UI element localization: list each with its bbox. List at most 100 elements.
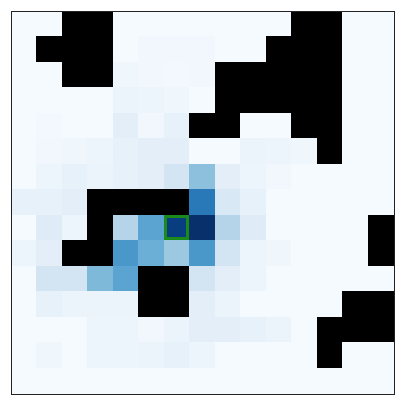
visited-cell [189,316,216,343]
visited-cell [112,342,139,369]
visited-cell [61,214,88,241]
grid-cell [342,189,369,216]
visited-cell [240,138,267,165]
visited-cell [112,214,139,241]
wall-cell [240,87,267,114]
wall-cell [291,11,318,38]
grid-cell [61,367,88,394]
wall-cell [291,87,318,114]
wall-cell [87,61,114,88]
visited-cell [36,163,63,190]
wall-cell [214,87,241,114]
grid-cell [342,112,369,139]
grid-cell [112,367,139,394]
grid-cell [291,342,318,369]
visited-cell [214,163,241,190]
visited-cell [138,112,165,139]
grid-board [11,11,395,395]
grid-cell [36,11,63,38]
visited-cell [240,240,267,267]
visited-cell [112,291,139,318]
grid-cell [265,11,292,38]
wall-cell [163,265,190,292]
grid-cell [36,61,63,88]
grid-cell [367,61,394,88]
grid-cell [342,87,369,114]
visited-cell [87,291,114,318]
wall-cell [189,112,216,139]
visited-cell [112,316,139,343]
grid-cell [189,87,216,114]
wall-cell [342,316,369,343]
grid-cell [11,138,38,165]
wall-cell [87,240,114,267]
grid-cell [11,112,38,139]
grid-cell [240,291,267,318]
visited-cell [163,112,190,139]
visited-cell [189,163,216,190]
grid-cell [189,367,216,394]
visited-cell [112,240,139,267]
visited-cell [138,214,165,241]
grid-cell [316,291,343,318]
grid-cell [189,11,216,38]
grid-cell [87,87,114,114]
wall-cell [265,36,292,63]
grid-cell [36,316,63,343]
grid-cell [342,11,369,38]
grid-cell [11,61,38,88]
grid-cell [316,367,343,394]
visited-cell [240,316,267,343]
visited-cell [189,291,216,318]
grid-cell [240,342,267,369]
visited-cell [189,214,216,241]
grid-cell [367,36,394,63]
wall-cell [87,11,114,38]
grid-cell [367,138,394,165]
visited-cell [138,342,165,369]
visited-cell [163,240,190,267]
wall-cell [61,36,88,63]
wall-cell [265,61,292,88]
grid-cell [138,11,165,38]
grid-cell [367,189,394,216]
grid-cell [265,342,292,369]
visited-cell [189,61,216,88]
grid-cell [240,112,267,139]
wall-cell [138,189,165,216]
grid-cell [367,342,394,369]
grid-cell [61,342,88,369]
wall-cell [367,214,394,241]
grid-cell [316,265,343,292]
wall-cell [61,240,88,267]
visited-cell [138,163,165,190]
visited-cell [214,291,241,318]
visited-cell [189,240,216,267]
grid-cell [342,36,369,63]
visited-cell [189,36,216,63]
visited-cell [240,214,267,241]
grid-cell [342,265,369,292]
wall-cell [240,61,267,88]
visited-cell [189,265,216,292]
visited-cell [214,189,241,216]
visited-cell [240,163,267,190]
visited-cell [87,316,114,343]
grid-cell [214,138,241,165]
wall-cell [316,61,343,88]
visited-cell [240,265,267,292]
visited-cell [214,316,241,343]
grid-cell [240,36,267,63]
wall-cell [163,291,190,318]
visited-cell [214,265,241,292]
visited-cell [11,240,38,267]
grid-cell [367,163,394,190]
grid-cell [189,138,216,165]
wall-cell [61,61,88,88]
grid-cell [291,367,318,394]
wall-cell [112,189,139,216]
grid-cell [291,214,318,241]
wall-cell [87,189,114,216]
wall-cell [291,61,318,88]
grid-cell [214,342,241,369]
